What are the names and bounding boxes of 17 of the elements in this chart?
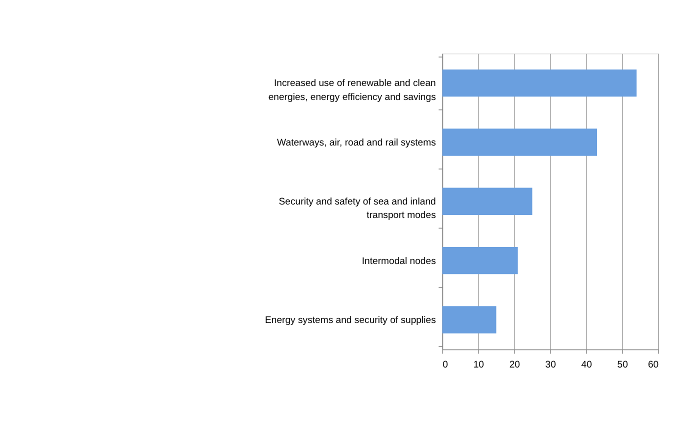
x-tick-label: 60: [648, 359, 659, 370]
x-tick-label: 50: [617, 359, 628, 370]
bar: [442, 128, 598, 156]
y-tick-label: Energy systems and security of supplies: [264, 314, 436, 326]
x-tick-label: 20: [509, 359, 520, 370]
x-tick-label: 0: [442, 359, 448, 370]
x-tick-label: 10: [473, 359, 484, 370]
bar: [442, 306, 496, 334]
x-tick-label: 40: [581, 359, 592, 370]
y-tick-label: Increased use of renewable and clean energies, energy efficiency and savings: [268, 78, 436, 103]
y-tick-label: Security and safety of sea and inland transport modes: [278, 196, 436, 222]
y-tick-label: Waterways, air, road and rail systems: [277, 137, 436, 148]
bar: [442, 246, 518, 274]
x-tick-label: 30: [545, 359, 556, 370]
y-tick-label: Intermodal nodes: [362, 256, 436, 267]
bar: [442, 188, 532, 215]
bar: [442, 69, 637, 97]
